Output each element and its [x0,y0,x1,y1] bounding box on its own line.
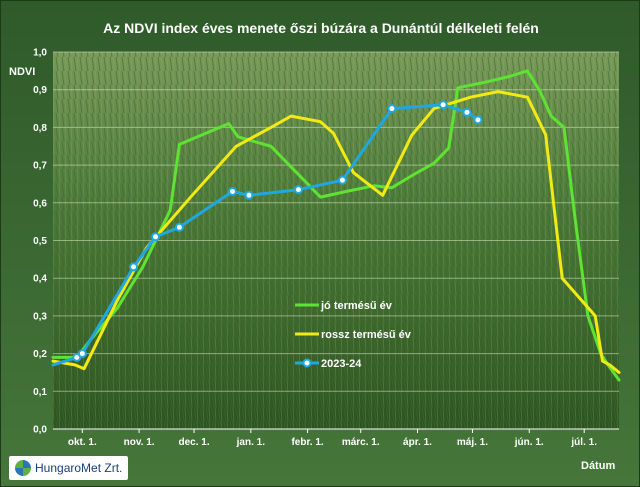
hungaromet-logo-text: HungaroMet Zrt. [35,461,123,475]
y-tick-label: 0,7 [33,161,47,172]
y-tick-label: 0,2 [33,349,47,360]
y-tick-label: 0,8 [33,123,47,134]
x-axis-ticks: okt. 1. nov. 1. dec. 1. jan. 1. febr. 1. márc… [53,428,619,448]
series-layer [51,69,621,382]
x-axis-title: Dátum [581,460,615,472]
y-tick-label: 0,5 [33,236,47,247]
series-point-2 [473,115,483,125]
y-tick-label: 0,4 [33,274,47,285]
legend-label-1: rossz termésű év [321,329,412,341]
series-point-2 [129,262,139,272]
legend-label-2: 2023-24 [321,358,362,370]
hungaromet-logo-icon [15,460,31,476]
x-tick-label: febr. 1. [291,437,323,448]
series-point-2 [228,186,238,196]
legend: jó termésű év rossz termésű év 2023-24 [295,300,412,370]
y-tick-label: 1,0 [33,48,47,59]
series-point-2 [462,107,472,117]
x-tick-label: márc. 1. [342,437,380,448]
series-point-2 [337,175,347,185]
series-point-2 [77,349,87,359]
y-axis-title: NDVI [9,66,35,78]
series-point-2 [151,232,161,242]
series-point-2 [174,222,184,232]
x-tick-label: ápr. 1. [403,437,432,448]
series-point-2 [244,190,254,200]
y-tick-label: 0,6 [33,198,47,209]
y-tick-label: 0,3 [33,311,47,322]
y-tick-label: 0,9 [33,85,47,96]
y-tick-label: 0,0 [33,425,47,436]
x-tick-label: jan. 1. [236,437,266,448]
hungaromet-logo: HungaroMet Zrt. [9,456,129,480]
legend-marker-2 [302,358,312,368]
gridlines [53,51,619,430]
x-tick-label: máj. 1. [457,437,488,448]
chart-title: Az NDVI index éves menete őszi búzára a … [103,20,539,36]
series-point-2 [293,185,303,195]
series-point-2 [438,100,448,110]
y-tick-label: 0,1 [33,387,47,398]
legend-label-0: jó termésű év [320,300,393,312]
x-tick-label: okt. 1. [68,437,97,448]
x-tick-label: júl. 1. [570,437,597,448]
y-axis-ticks: 0,0 0,1 0,2 0,3 0,4 0,5 0,6 0,7 0,8 0,9 1,0 [33,48,47,436]
x-tick-label: dec. 1. [178,437,209,448]
x-tick-label: jún. 1. [514,437,544,448]
x-tick-label: nov. 1. [124,437,155,448]
series-point-2 [387,104,397,114]
